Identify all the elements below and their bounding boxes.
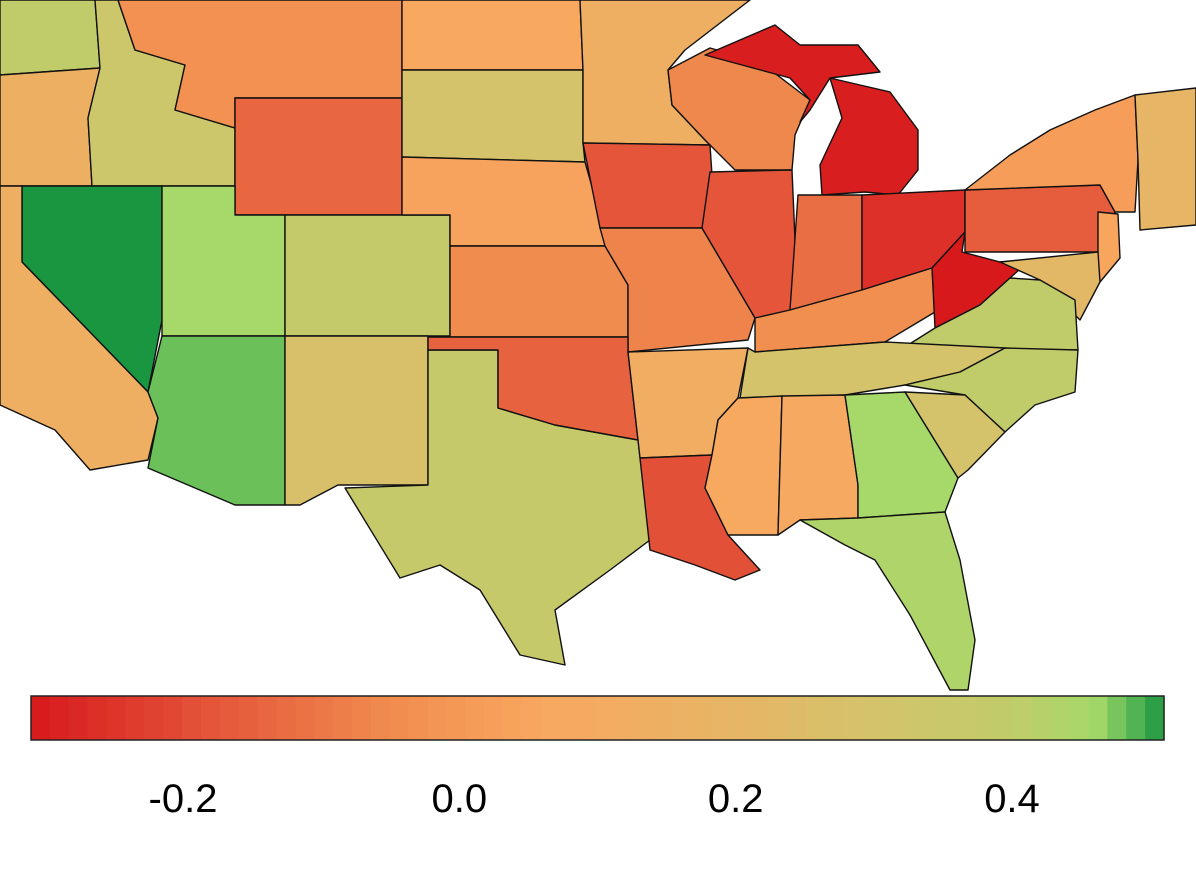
color-scale-segment (710, 696, 731, 740)
color-scale-segment (635, 696, 655, 740)
color-scale-segment (880, 696, 901, 740)
color-scale-segment (31, 696, 51, 740)
color-scale-segment (1069, 696, 1090, 740)
color-scale-segment (163, 696, 183, 740)
state-pennsylvania (964, 184, 1116, 253)
color-scale-segment (975, 696, 995, 740)
color-scale-segment (465, 696, 485, 740)
color-scale-frame (30, 695, 1165, 741)
color-scale-segment (1088, 696, 1108, 740)
state-alabama (777, 394, 859, 536)
color-scale-segment (521, 696, 542, 740)
color-scale-segment (68, 696, 89, 740)
state-wyoming (234, 97, 403, 216)
state-new-england (1134, 87, 1196, 231)
color-scale-segment (729, 696, 750, 740)
color-scale-segment (805, 696, 825, 740)
color-scale-segment (257, 696, 278, 740)
color-scale-segment (578, 696, 599, 740)
color-scale-segment (842, 696, 863, 740)
color-scale-segment (408, 696, 429, 740)
state-kansas (449, 245, 629, 338)
color-scale-segment (352, 696, 372, 740)
state-washington (0, 0, 101, 76)
color-scale-segment (276, 696, 296, 740)
color-legend: -0.2 0.0 0.2 0.4 (30, 695, 1165, 821)
color-scale-segment (333, 696, 353, 740)
color-scale-segment (389, 696, 410, 740)
color-scale-segment (673, 696, 693, 740)
color-scale-segment (918, 696, 938, 740)
color-scale-segment (1126, 696, 1146, 740)
color-scale-segment (956, 696, 976, 740)
color-scale-segment (446, 696, 466, 740)
state-south-carolina (904, 391, 1006, 479)
color-scale-segment (87, 696, 108, 740)
color-scale-ticks: -0.2 0.0 0.2 0.4 (149, 777, 1040, 821)
color-scale-segment (125, 696, 145, 740)
color-scale-segment (144, 696, 164, 740)
legend-tick-label: 0.4 (984, 777, 1040, 821)
state-oregon (0, 67, 101, 187)
color-scale-segment (1012, 696, 1033, 740)
color-scale-segment (937, 696, 957, 740)
state-shapes (0, 0, 1196, 691)
color-scale-segment (219, 696, 240, 740)
state-oklahoma (427, 336, 639, 441)
color-scale-segment (370, 696, 391, 740)
color-scale-segment (994, 696, 1014, 740)
color-scale-segment (767, 696, 787, 740)
color-scale-segment (49, 696, 70, 740)
state-new-mexico (284, 335, 429, 506)
color-scale-segment (314, 696, 334, 740)
state-arizona (147, 335, 286, 506)
color-scale-segment (616, 696, 636, 740)
color-scale-segment (654, 696, 674, 740)
color-scale-segment (1145, 696, 1165, 740)
color-scale-segment (238, 696, 259, 740)
color-scale-segment (106, 696, 127, 740)
color-scale-segment (899, 696, 920, 740)
color-scale-segment (1107, 696, 1127, 740)
color-scale-segment (597, 696, 617, 740)
color-scale-segment (295, 696, 315, 740)
state-colorado (284, 214, 451, 337)
state-florida (799, 511, 976, 691)
legend-tick-label: -0.2 (149, 777, 218, 821)
color-scale-segment (182, 696, 202, 740)
state-north-dakota (401, 0, 584, 71)
legend-tick-label: 0.0 (431, 777, 487, 821)
color-scale-segment (427, 696, 448, 740)
color-scale-segment (786, 696, 806, 740)
legend-tick-label: 0.2 (708, 777, 764, 821)
color-scale-segment (200, 696, 221, 740)
color-scale-segment (1031, 696, 1052, 740)
color-scale-segment (861, 696, 882, 740)
color-scale-segment (484, 696, 504, 740)
color-scale-segment (748, 696, 769, 740)
color-scale-segment (540, 696, 561, 740)
state-california (0, 185, 159, 471)
color-scale-segment (691, 696, 712, 740)
color-scale-segment (503, 696, 523, 740)
state-south-dakota (401, 69, 586, 163)
color-scale-bar (31, 696, 1165, 740)
color-scale-segment (1050, 696, 1071, 740)
state-iowa (582, 142, 713, 229)
color-scale-segment (824, 696, 844, 740)
color-scale-segment (559, 696, 580, 740)
